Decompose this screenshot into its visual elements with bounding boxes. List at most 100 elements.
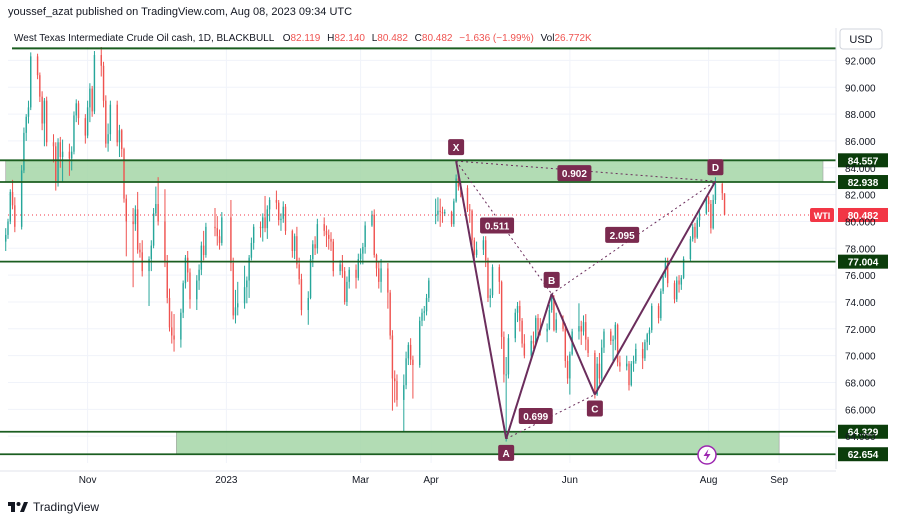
candle-body <box>691 226 694 239</box>
price-tick-label: 92.000 <box>845 56 876 67</box>
pattern-point-box <box>498 444 515 461</box>
candle-body <box>723 193 726 215</box>
candle-body <box>264 217 266 229</box>
candle-body <box>523 343 526 356</box>
candle-body <box>280 218 282 221</box>
candle-body <box>216 228 218 237</box>
candle-body <box>600 347 603 379</box>
candle-body <box>77 103 80 119</box>
candle-body <box>612 339 614 341</box>
candle-body <box>132 221 134 225</box>
candle-body <box>300 279 303 311</box>
candle-body <box>505 374 507 376</box>
candle-body <box>644 342 646 359</box>
candle-body <box>682 259 685 278</box>
candle-body <box>580 326 582 332</box>
candle-body <box>680 277 683 285</box>
candle-body <box>91 88 93 112</box>
candle-body <box>230 217 232 264</box>
candle-body <box>346 281 348 302</box>
time-tick-label: Jun <box>562 475 578 486</box>
candle-body <box>355 269 357 278</box>
candle-body <box>453 201 455 225</box>
symbol-legend: West Texas Intermediate Crude Oil cash, … <box>14 33 592 44</box>
candle-body <box>43 100 46 124</box>
candle-body <box>148 259 150 272</box>
lightning-icon[interactable] <box>697 445 717 465</box>
candle-body <box>587 339 589 353</box>
level-tag-label: 84.557 <box>848 156 879 167</box>
candle-body <box>14 205 16 227</box>
candle-body <box>189 272 191 300</box>
legend-open: 82.119 <box>291 33 321 44</box>
candle-body <box>471 210 473 241</box>
legend-low: 80.482 <box>377 33 408 44</box>
candle-body <box>378 268 380 282</box>
candle-body <box>89 88 91 108</box>
candle-body <box>232 263 234 316</box>
symbol-tag-label: WTI <box>814 211 831 221</box>
candle-body <box>596 363 598 395</box>
candle-body <box>150 245 153 260</box>
candle-body <box>507 338 510 375</box>
level-tag <box>838 424 888 439</box>
price-tick-label: 86.000 <box>845 137 876 148</box>
legend-vol: 26.772K <box>554 33 592 44</box>
candle-body <box>521 320 523 344</box>
candle-body <box>155 204 157 214</box>
candle-body <box>250 242 253 258</box>
level-tag <box>838 447 888 462</box>
price-tick-label: 80.000 <box>845 217 876 228</box>
candle-body <box>316 224 319 249</box>
legend-close: 80.482 <box>422 33 453 44</box>
candle-body <box>550 297 553 311</box>
candle-body <box>36 56 39 76</box>
candle-body <box>180 312 182 340</box>
candle-body <box>491 267 494 296</box>
ratio-label: 2.095 <box>610 231 635 242</box>
candle-body <box>694 226 696 238</box>
pattern-point-box <box>707 159 724 176</box>
candle-body <box>409 344 412 360</box>
pattern-leg <box>550 293 596 395</box>
candle-body <box>487 260 489 298</box>
candle-body <box>218 236 221 243</box>
time-tick-label: 2023 <box>215 475 238 486</box>
candle-body <box>214 226 216 229</box>
level-tag <box>838 153 888 168</box>
candle-body <box>11 191 14 206</box>
level-tag <box>838 254 888 269</box>
candle-body <box>714 183 717 200</box>
candle-body <box>70 151 73 159</box>
candle-body <box>93 55 96 112</box>
candle-body <box>484 240 487 261</box>
price-tick-label: 74.000 <box>845 298 876 309</box>
candle-body <box>123 148 125 199</box>
candle-body <box>635 348 637 362</box>
candle-body <box>275 199 278 203</box>
candle-body <box>186 257 189 273</box>
candle-body <box>68 151 71 159</box>
candle-body <box>469 209 471 211</box>
candle-body <box>343 271 346 302</box>
candle-body <box>546 328 548 332</box>
candle-body <box>373 214 375 255</box>
candle-body <box>696 220 698 238</box>
candle-body <box>362 246 364 254</box>
symbol-tag <box>810 207 834 222</box>
candle-body <box>616 324 619 363</box>
candle-body <box>221 217 223 243</box>
price-tick-label: 64.000 <box>845 432 876 443</box>
ratio-label: 0.699 <box>523 412 548 423</box>
candle-body <box>348 269 350 282</box>
ratio-label: 0.902 <box>562 169 587 180</box>
pattern-leg <box>594 180 717 396</box>
candle-body <box>428 280 430 298</box>
price-tick-label: 78.000 <box>845 244 876 255</box>
pattern-ratio-line <box>551 180 716 295</box>
legend-high: 82.140 <box>334 33 365 44</box>
price-tick-label: 66.000 <box>845 405 876 416</box>
currency-button[interactable]: USD <box>839 28 883 50</box>
candle-body <box>30 56 32 108</box>
